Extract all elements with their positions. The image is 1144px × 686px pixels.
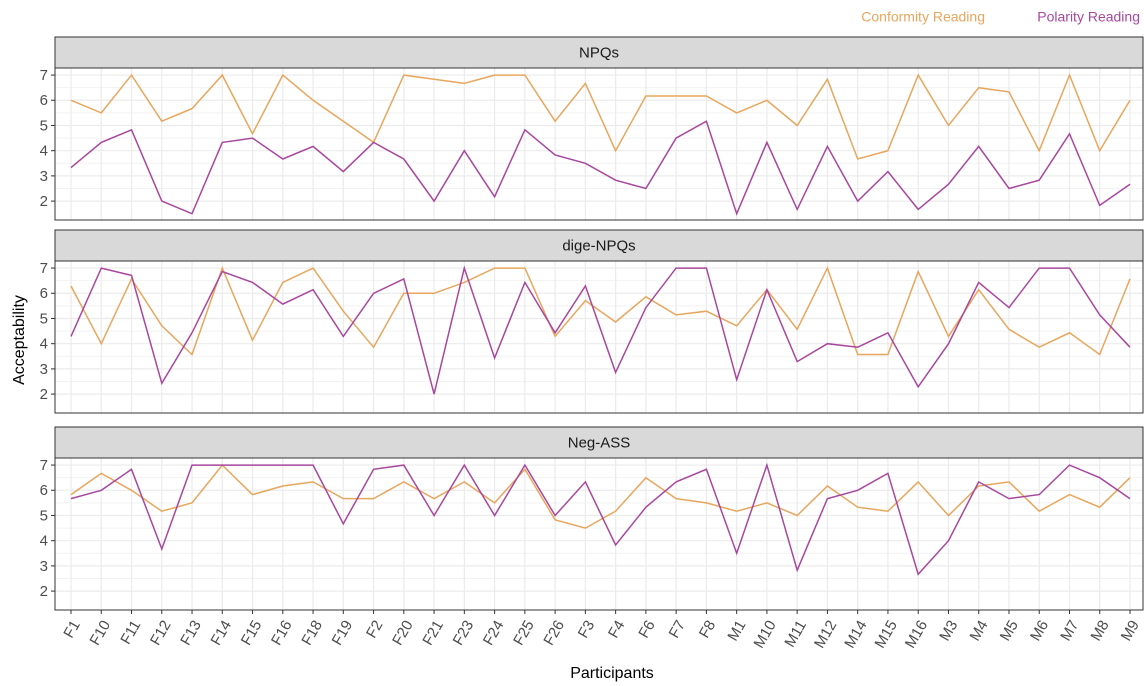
strip bbox=[54, 36, 1144, 69]
x-tick-label: F6 bbox=[635, 617, 658, 641]
y-tick-label: 2 bbox=[40, 193, 48, 210]
y-tick-label: 5 bbox=[40, 507, 48, 524]
y-tick-label: 2 bbox=[40, 583, 48, 600]
plot-area bbox=[55, 458, 1143, 610]
series-line bbox=[70, 266, 1131, 356]
x-tick-label: F10 bbox=[87, 617, 115, 648]
x-tick-label: M14 bbox=[841, 617, 870, 651]
x-tick-label: F24 bbox=[480, 617, 508, 648]
x-tick-label: M3 bbox=[936, 617, 961, 644]
strip bbox=[54, 426, 1144, 459]
y-tick-label: 4 bbox=[40, 143, 48, 160]
x-tick-label: F19 bbox=[329, 617, 357, 648]
y-tick-label: 5 bbox=[40, 310, 48, 327]
panel-title: NPQs bbox=[579, 44, 619, 61]
series-line bbox=[70, 73, 1131, 160]
x-tick-label: M7 bbox=[1057, 617, 1082, 644]
y-tick-label: 4 bbox=[40, 533, 48, 550]
x-axis-label: Participants bbox=[570, 665, 654, 682]
legend-label: Conformity Reading bbox=[861, 9, 985, 25]
x-tick-label: F15 bbox=[238, 617, 266, 648]
y-tick-label: 5 bbox=[40, 117, 48, 134]
x-tick-label: F13 bbox=[177, 617, 205, 648]
x-tick-label: F25 bbox=[510, 617, 538, 648]
y-tick-label: 4 bbox=[40, 336, 48, 353]
panel-border bbox=[54, 260, 1144, 414]
y-tick-label: 6 bbox=[40, 285, 48, 302]
y-tick-label: 6 bbox=[40, 482, 48, 499]
x-tick-label: F11 bbox=[117, 617, 144, 647]
y-tick-label: 7 bbox=[40, 260, 48, 277]
x-tick-label: M15 bbox=[872, 617, 901, 651]
x-tick-label: M12 bbox=[811, 617, 840, 651]
x-tick-label: F20 bbox=[389, 617, 417, 648]
panel-border bbox=[54, 457, 1144, 611]
y-tick-label: 3 bbox=[40, 558, 48, 575]
panel-title: dige-NPQs bbox=[562, 237, 635, 254]
x-tick-label: F1 bbox=[60, 617, 83, 641]
x-tick-label: F2 bbox=[363, 617, 386, 641]
legend-label: Polarity Reading bbox=[1037, 9, 1140, 25]
y-tick-label: 2 bbox=[40, 386, 48, 403]
y-tick-label: 7 bbox=[40, 457, 48, 474]
x-tick-label: F12 bbox=[147, 617, 175, 648]
x-tick-label: F18 bbox=[298, 617, 326, 648]
series-line bbox=[70, 265, 1131, 395]
x-tick-label: M16 bbox=[902, 617, 931, 651]
plot-area bbox=[55, 261, 1143, 413]
panel-border bbox=[54, 67, 1144, 221]
y-tick-label: 6 bbox=[40, 92, 48, 109]
panel-title: Neg-ASS bbox=[568, 434, 631, 451]
series-line bbox=[70, 462, 1131, 576]
y-tick-label: 3 bbox=[40, 168, 48, 185]
x-tick-label: F23 bbox=[450, 617, 478, 648]
x-tick-label: M10 bbox=[750, 617, 779, 651]
x-tick-label: M9 bbox=[1118, 617, 1143, 644]
x-tick-label: F16 bbox=[268, 617, 296, 648]
y-tick-label: 7 bbox=[40, 67, 48, 84]
y-tick-label: 3 bbox=[40, 361, 48, 378]
x-tick-label: F26 bbox=[540, 617, 568, 648]
x-tick-label: M5 bbox=[997, 617, 1022, 644]
x-tick-label: M8 bbox=[1087, 617, 1112, 644]
x-tick-label: M4 bbox=[966, 617, 991, 644]
x-tick-label: M11 bbox=[781, 617, 810, 650]
x-tick-label: F21 bbox=[419, 617, 447, 648]
series-line bbox=[70, 120, 1131, 216]
x-tick-label: F3 bbox=[575, 617, 598, 641]
x-tick-label: F7 bbox=[666, 617, 689, 641]
x-tick-label: F14 bbox=[208, 617, 236, 648]
x-tick-label: M1 bbox=[724, 617, 749, 644]
x-tick-label: M6 bbox=[1027, 617, 1052, 644]
x-tick-label: F4 bbox=[605, 617, 628, 641]
series-line bbox=[70, 463, 1131, 529]
x-tick-label: F8 bbox=[696, 617, 719, 641]
y-axis-label: Acceptability bbox=[11, 295, 28, 385]
plot-area bbox=[55, 68, 1143, 220]
